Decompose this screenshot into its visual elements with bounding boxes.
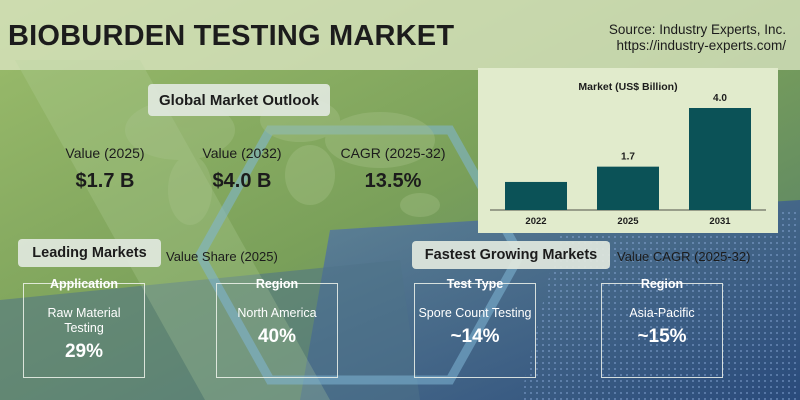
x-tick-label: 2025 <box>617 216 639 227</box>
metric-value: $4.0 B <box>212 170 272 192</box>
data-label: 1.7 <box>621 152 635 163</box>
card-header: Application <box>49 277 119 291</box>
header: BIOBURDEN TESTING MARKET Source: Industr… <box>0 0 800 70</box>
bar-2031 <box>689 108 751 210</box>
card-header: Region <box>640 277 684 291</box>
bar-2022 <box>505 181 567 210</box>
chart-title: Market (US$ Billion) <box>578 81 677 93</box>
card-value: 40% <box>257 326 297 347</box>
source-url: https://industry-experts.com/ <box>616 38 786 53</box>
card-value: ~15% <box>637 326 687 347</box>
page-title: BIOBURDEN TESTING MARKET <box>8 20 455 52</box>
card-region-leading: Region North America 40% <box>216 277 338 378</box>
card-value: ~14% <box>450 326 500 347</box>
x-tick-label: 2022 <box>525 216 546 227</box>
metric-label: CAGR (2025-32) <box>340 145 446 161</box>
card-category: North America <box>237 306 317 320</box>
metric-value-2032: Value (2032) $4.0 B <box>187 145 297 193</box>
outlook-heading: Global Market Outlook <box>148 84 330 116</box>
fastest-markets-subheading: Value CAGR (2025-32) <box>617 249 751 264</box>
card-category: Spore Count Testing <box>418 306 532 320</box>
card-header: Test Type <box>446 277 504 291</box>
bar-chart-svg: Market (US$ Billion) 2022 2025 1.7 2031 4.0 <box>490 81 766 227</box>
card-test-type: Test Type Spore Count Testing ~14% <box>414 277 536 378</box>
metric-cagr: CAGR (2025-32) 13.5% <box>328 145 458 193</box>
metric-label: Value (2025) <box>65 145 145 161</box>
card-header: Region <box>255 277 299 291</box>
source-credit: Source: Industry Experts, Inc. https://i… <box>609 22 786 54</box>
x-tick-label: 2031 <box>709 216 731 227</box>
bar-2025 <box>597 166 659 210</box>
data-label: 4.0 <box>713 93 727 104</box>
metric-value-2025: Value (2025) $1.7 B <box>50 145 160 193</box>
metric-value: $1.7 B <box>75 170 135 192</box>
metric-value: 13.5% <box>364 170 422 192</box>
card-value: 29% <box>64 341 104 362</box>
card-category: Raw Material Testing <box>47 306 121 335</box>
market-chart: Market (US$ Billion) 2022 2025 1.7 2031 4.0 <box>478 68 778 233</box>
source-text: Source: Industry Experts, Inc. <box>608 22 786 37</box>
card-category: Asia-Pacific <box>629 306 695 320</box>
fastest-markets-heading: Fastest Growing Markets <box>412 241 610 269</box>
metric-label: Value (2032) <box>202 145 282 161</box>
card-application: Application Raw Material Testing 29% <box>23 277 145 378</box>
leading-markets-heading: Leading Markets <box>18 239 161 267</box>
leading-markets-subheading: Value Share (2025) <box>166 249 278 264</box>
card-region-fastest: Region Asia-Pacific ~15% <box>601 277 723 378</box>
